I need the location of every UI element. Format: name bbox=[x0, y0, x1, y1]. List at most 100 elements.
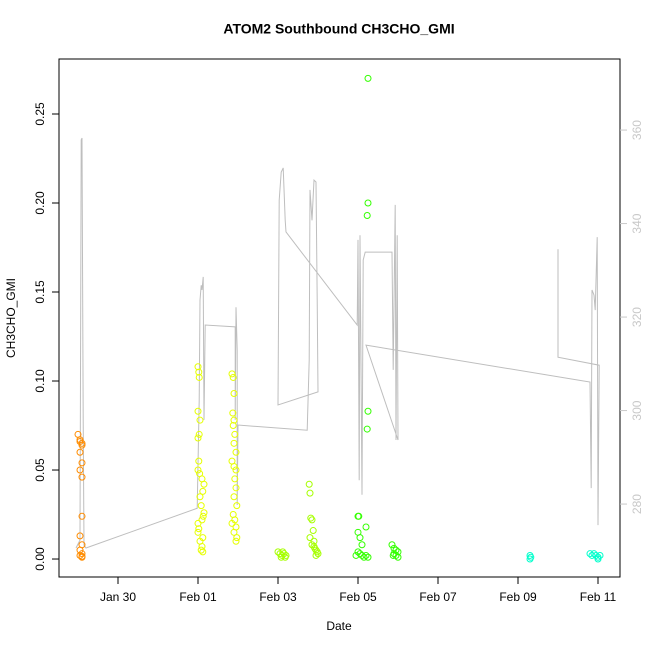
point bbox=[360, 553, 368, 561]
y2-tick-label: 360 bbox=[630, 120, 644, 140]
point bbox=[200, 509, 208, 517]
point bbox=[364, 199, 372, 207]
point bbox=[228, 370, 236, 378]
y-tick-label: 0.20 bbox=[33, 191, 47, 215]
point bbox=[364, 407, 372, 415]
point bbox=[363, 425, 371, 433]
point bbox=[229, 422, 237, 430]
point bbox=[354, 548, 362, 556]
point bbox=[231, 475, 239, 483]
point bbox=[76, 466, 84, 474]
point bbox=[78, 552, 86, 560]
point bbox=[392, 546, 400, 554]
y-tick-label: 0.10 bbox=[33, 369, 47, 393]
x-tick-label: Feb 11 bbox=[580, 590, 617, 604]
point bbox=[194, 519, 202, 527]
point bbox=[362, 551, 370, 559]
point bbox=[78, 473, 86, 481]
point bbox=[196, 493, 204, 501]
plot-frame bbox=[58, 58, 621, 578]
point bbox=[230, 528, 238, 536]
point bbox=[231, 430, 239, 438]
point bbox=[232, 537, 240, 545]
point bbox=[229, 409, 237, 417]
point bbox=[76, 546, 84, 554]
point bbox=[306, 489, 314, 497]
point bbox=[364, 74, 372, 82]
line-series bbox=[75, 137, 600, 549]
point bbox=[310, 537, 318, 545]
point bbox=[305, 480, 313, 488]
point bbox=[277, 553, 285, 561]
point bbox=[78, 512, 86, 520]
point bbox=[78, 550, 86, 558]
point bbox=[230, 439, 238, 447]
point bbox=[197, 502, 205, 510]
point bbox=[358, 541, 366, 549]
point bbox=[362, 523, 370, 531]
point bbox=[195, 368, 203, 376]
point bbox=[308, 516, 316, 524]
point bbox=[194, 407, 202, 415]
point bbox=[364, 553, 372, 561]
point bbox=[199, 512, 207, 520]
point bbox=[352, 551, 360, 559]
point bbox=[356, 534, 364, 542]
point bbox=[230, 493, 238, 501]
point bbox=[594, 555, 602, 563]
point bbox=[312, 546, 320, 554]
point bbox=[526, 555, 534, 563]
point bbox=[230, 389, 238, 397]
point bbox=[363, 211, 371, 219]
y2-tick-label: 280 bbox=[630, 494, 644, 514]
point bbox=[232, 466, 240, 474]
point bbox=[195, 457, 203, 465]
point bbox=[195, 525, 203, 533]
x-tick-label: Feb 01 bbox=[179, 590, 217, 604]
x-tick-label: Feb 09 bbox=[499, 590, 537, 604]
point bbox=[309, 527, 317, 535]
point bbox=[200, 480, 208, 488]
point bbox=[232, 448, 240, 456]
point bbox=[194, 434, 202, 442]
point bbox=[230, 416, 238, 424]
point bbox=[389, 551, 397, 559]
point bbox=[233, 502, 241, 510]
point bbox=[198, 516, 206, 524]
point bbox=[78, 441, 86, 449]
point bbox=[230, 462, 238, 470]
point bbox=[228, 519, 236, 527]
y-tick-label: 0.05 bbox=[33, 458, 47, 482]
point bbox=[199, 487, 207, 495]
point bbox=[76, 448, 84, 456]
point bbox=[310, 543, 318, 551]
point bbox=[394, 553, 402, 561]
y2-tick-label: 300 bbox=[630, 400, 644, 420]
point bbox=[197, 546, 205, 554]
point bbox=[194, 363, 202, 371]
chart-title: ATOM2 Southbound CH3CHO_GMI bbox=[223, 21, 454, 37]
y2-tick-label: 320 bbox=[630, 307, 644, 327]
point bbox=[392, 551, 400, 559]
y-tick-label: 0.15 bbox=[33, 280, 47, 304]
point bbox=[388, 541, 396, 549]
point bbox=[76, 532, 84, 540]
point bbox=[306, 534, 314, 542]
x-tick-label: Feb 03 bbox=[259, 590, 297, 604]
x-tick-label: Jan 30 bbox=[100, 590, 136, 604]
point bbox=[355, 512, 363, 520]
y2-tick-label: 340 bbox=[630, 213, 644, 233]
point bbox=[232, 484, 240, 492]
point bbox=[78, 459, 86, 467]
y-axis-title: CH3CHO_GMI bbox=[4, 278, 18, 358]
point bbox=[592, 551, 600, 559]
point bbox=[312, 551, 320, 559]
point bbox=[198, 543, 206, 551]
point bbox=[195, 430, 203, 438]
y-tick-label: 0.00 bbox=[33, 547, 47, 571]
point bbox=[314, 550, 322, 558]
point bbox=[390, 544, 398, 552]
point bbox=[233, 534, 241, 542]
x-tick-label: Feb 05 bbox=[339, 590, 377, 604]
